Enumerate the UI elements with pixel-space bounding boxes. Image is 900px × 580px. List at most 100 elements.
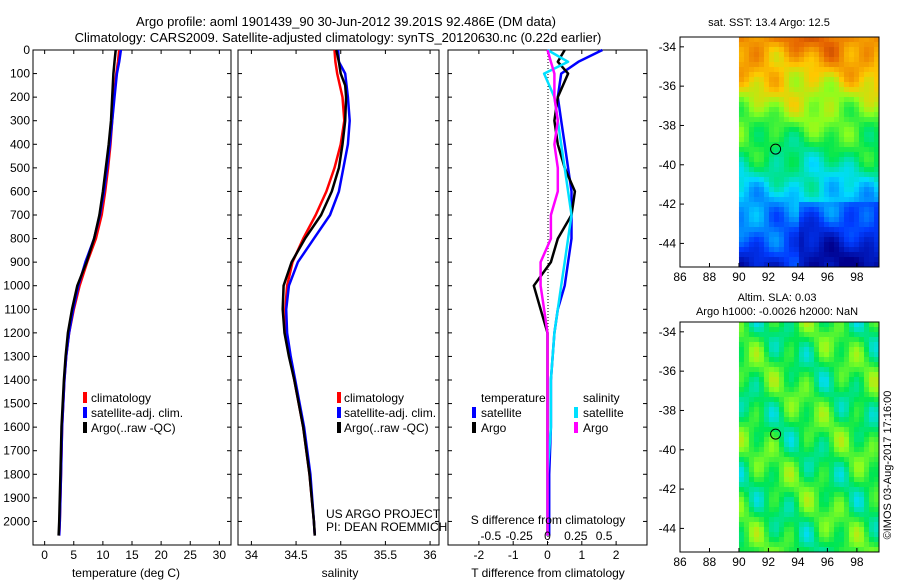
sla-heatmap-cell <box>768 332 775 338</box>
sla-heatmap-cell <box>763 432 770 438</box>
sla-heatmap-cell <box>869 322 875 328</box>
sla-heatmap-cell <box>853 417 860 423</box>
sst-heatmap-cell <box>803 127 810 133</box>
sst-heatmap-cell <box>783 127 790 133</box>
sla-heatmap-cell <box>743 382 750 388</box>
sst-heatmap-cell <box>748 127 755 133</box>
sst-heatmap-cell <box>758 237 765 243</box>
sla-heatmap-cell <box>783 332 790 338</box>
sst-heatmap-cell <box>838 202 845 208</box>
sla-heatmap-cell <box>783 362 790 368</box>
sst-lon-tick-label: 94 <box>791 270 805 284</box>
sst-heatmap-cell <box>788 82 795 88</box>
sst-heatmap-cell <box>783 162 790 168</box>
sla-heatmap-cell <box>858 547 865 553</box>
sla-heatmap-cell <box>743 337 750 343</box>
sst-heatmap-cell <box>823 197 830 203</box>
sst-heatmap-cell <box>808 47 815 53</box>
sla-heatmap-cell <box>783 337 790 343</box>
sst-heatmap-cell <box>768 47 775 53</box>
sla-heatmap-cell <box>833 352 840 358</box>
sst-heatmap-cell <box>793 167 800 173</box>
sst-heatmap-cell <box>778 52 785 58</box>
sst-heatmap-cell <box>818 142 825 148</box>
sla-heatmap-cell <box>748 322 755 328</box>
sst-heatmap-cell <box>858 167 865 173</box>
sst-heatmap-cell <box>768 167 775 173</box>
sla-heatmap-cell <box>793 337 800 343</box>
sla-heatmap-cell <box>768 342 775 348</box>
sla-heatmap-cell <box>848 482 855 488</box>
sst-heatmap-cell <box>874 182 880 188</box>
sla-heatmap-cell <box>848 467 855 473</box>
sla-heatmap-cell <box>828 472 835 478</box>
sla-heatmap-cell <box>858 477 865 483</box>
sst-heatmap-cell <box>743 192 750 198</box>
sla-heatmap-cell <box>818 522 825 528</box>
temperature-legend-argo: Argo(..raw -QC) <box>91 421 176 435</box>
sst-heatmap-cell <box>738 137 745 143</box>
sla-heatmap-cell <box>783 547 790 553</box>
sst-heatmap-cell <box>783 52 790 58</box>
sla-heatmap-cell <box>823 447 830 453</box>
sla-heatmap-cell <box>838 537 845 543</box>
sla-heatmap-cell <box>833 347 840 353</box>
sst-heatmap-cell <box>848 42 855 48</box>
sla-heatmap-cell <box>748 467 755 473</box>
sla-heatmap-cell <box>753 352 760 358</box>
sst-heatmap-cell <box>783 152 790 158</box>
sla-heatmap-cell <box>793 517 800 523</box>
difference-legend: temperature salinity satellite Argo sate… <box>472 391 624 435</box>
sst-heatmap-cell <box>864 127 870 133</box>
sst-heatmap-cell <box>803 187 810 193</box>
sla-heatmap-cell <box>798 412 805 418</box>
sla-heatmap-cell <box>758 432 765 438</box>
sla-heatmap-cell <box>793 482 800 488</box>
sla-heatmap-cell <box>833 502 840 508</box>
sla-heatmap-cell <box>773 457 780 463</box>
sla-heatmap-cell <box>853 532 860 538</box>
sla-heatmap-cell <box>803 497 810 503</box>
sla-heatmap-cell <box>783 322 790 328</box>
sst-heatmap-cell <box>833 152 840 158</box>
sla-heatmap-cell <box>853 537 860 543</box>
sst-heatmap-cell <box>798 242 805 248</box>
sst-heatmap-cell <box>738 112 745 118</box>
sla-heatmap-cell <box>823 387 830 393</box>
sla-heatmap-cell <box>808 502 815 508</box>
sst-heatmap-cell <box>753 177 760 183</box>
sla-heatmap-cell <box>853 382 860 388</box>
sla-heatmap-cell <box>869 387 875 393</box>
sla-heatmap-cell <box>748 417 755 423</box>
sla-heatmap-cell <box>738 547 745 553</box>
sst-heatmap-cell <box>803 232 810 238</box>
sst-heatmap-cell <box>798 207 805 213</box>
sla-heatmap-cell <box>823 537 830 543</box>
sst-heatmap-cell <box>763 192 770 198</box>
sst-heatmap-cell <box>833 127 840 133</box>
sla-heatmap-cell <box>858 472 865 478</box>
sst-heatmap-cell <box>823 107 830 113</box>
sst-heatmap-cell <box>858 227 865 233</box>
sla-heatmap-cell <box>833 357 840 363</box>
sla-heatmap-cell <box>778 407 785 413</box>
sst-heatmap-cell <box>803 222 810 228</box>
sla-heatmap-cell <box>773 522 780 528</box>
sla-heatmap-cell <box>803 537 810 543</box>
sla-heatmap-cell <box>793 457 800 463</box>
sla-heatmap-cell <box>853 422 860 428</box>
sla-heatmap-cell <box>798 402 805 408</box>
sst-heatmap-cell <box>833 102 840 108</box>
sst-heatmap-cell <box>818 132 825 138</box>
sla-heatmap-cell <box>828 427 835 433</box>
sst-heatmap-cell <box>874 197 880 203</box>
sla-heatmap-cell <box>823 492 830 498</box>
sst-heatmap-cell <box>843 72 850 78</box>
sla-heatmap-cell <box>783 462 790 468</box>
sla-heatmap-cell <box>738 352 745 358</box>
temperature-ytick-label: 700 <box>10 208 30 222</box>
sst-heatmap-cell <box>738 177 745 183</box>
sla-heatmap-cell <box>823 477 830 483</box>
sla-heatmap-cell <box>853 477 860 483</box>
sla-heatmap-cell <box>848 537 855 543</box>
